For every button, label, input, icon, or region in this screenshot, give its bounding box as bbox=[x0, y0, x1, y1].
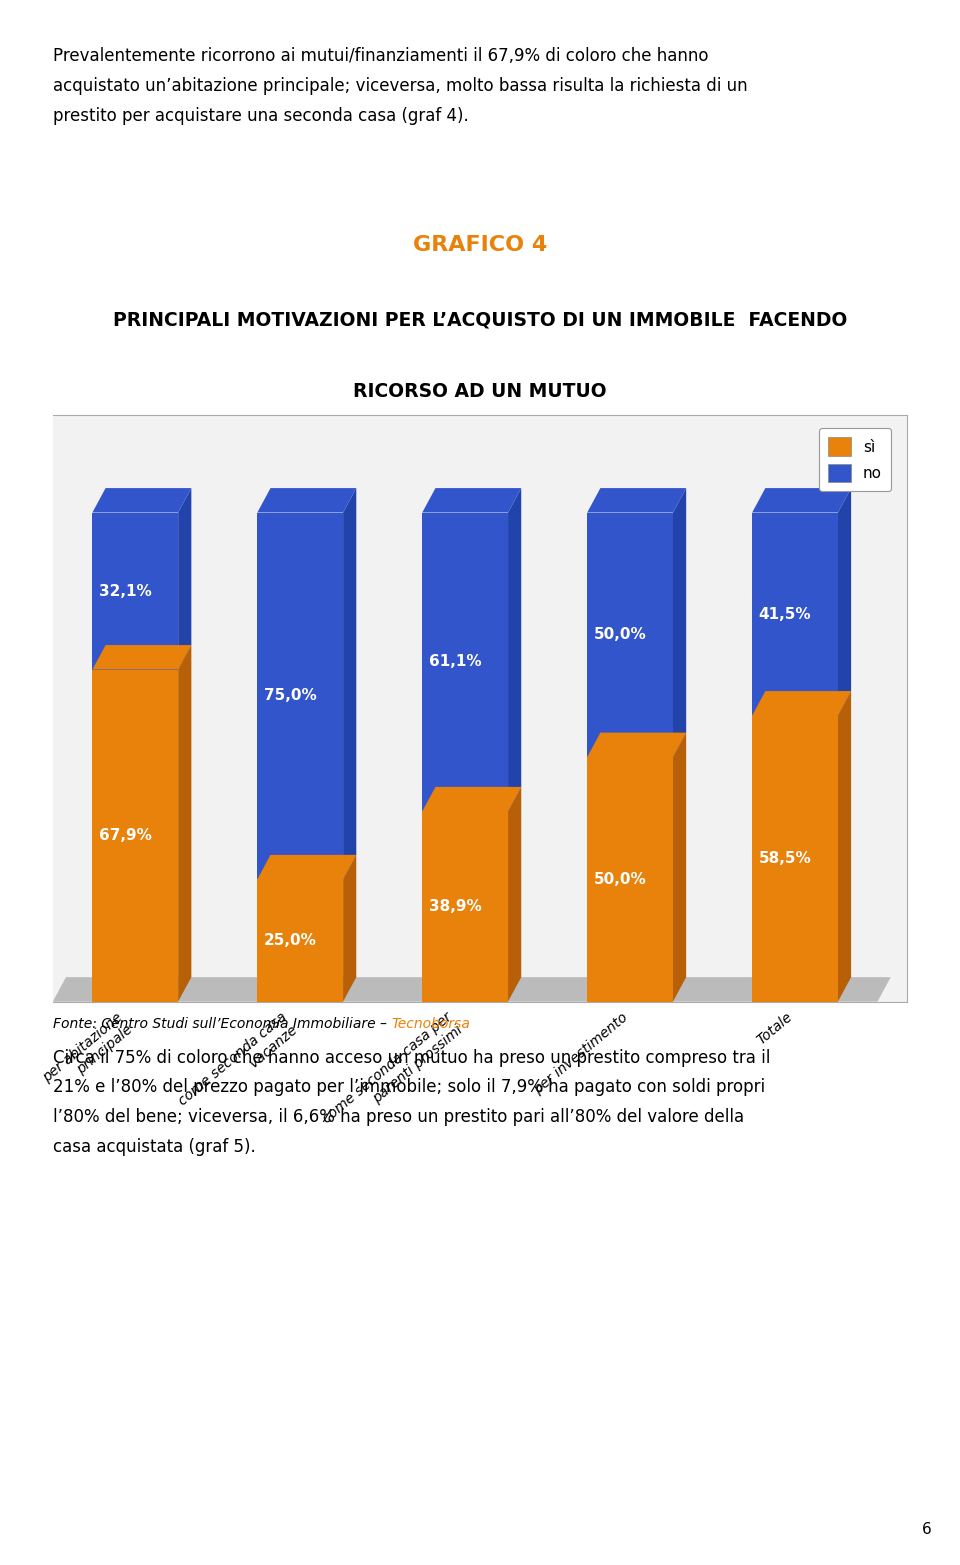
Polygon shape bbox=[422, 787, 521, 811]
Polygon shape bbox=[508, 488, 521, 811]
Polygon shape bbox=[53, 977, 891, 1002]
Text: Circa il 75% di coloro che hanno acceso un mutuo ha preso un prestito compreso t: Circa il 75% di coloro che hanno acceso … bbox=[53, 1049, 770, 1157]
Text: Tecnoborsa: Tecnoborsa bbox=[391, 1017, 470, 1031]
Polygon shape bbox=[179, 488, 191, 670]
Text: 50,0%: 50,0% bbox=[594, 872, 647, 887]
Bar bbox=[92, 670, 179, 1002]
Text: 6: 6 bbox=[922, 1523, 931, 1537]
Text: 38,9%: 38,9% bbox=[429, 898, 482, 914]
Bar bbox=[422, 811, 508, 1002]
Legend: sì, no: sì, no bbox=[819, 429, 891, 491]
Polygon shape bbox=[588, 488, 686, 512]
Polygon shape bbox=[673, 488, 686, 757]
Polygon shape bbox=[838, 488, 852, 715]
Bar bbox=[752, 715, 838, 1002]
Text: PRINCIPALI MOTIVAZIONI PER L’ACQUISTO DI UN IMMOBILE  FACENDO: PRINCIPALI MOTIVAZIONI PER L’ACQUISTO DI… bbox=[113, 310, 847, 329]
Polygon shape bbox=[673, 732, 686, 1002]
Polygon shape bbox=[343, 488, 356, 880]
Text: 58,5%: 58,5% bbox=[758, 851, 811, 865]
Text: RICORSO AD UN MUTUO: RICORSO AD UN MUTUO bbox=[353, 382, 607, 401]
Polygon shape bbox=[752, 692, 852, 715]
Bar bbox=[257, 512, 343, 880]
Text: Prevalentemente ricorrono ai mutui/finanziamenti il 67,9% di coloro che hanno
ac: Prevalentemente ricorrono ai mutui/finan… bbox=[53, 47, 748, 125]
Text: 75,0%: 75,0% bbox=[264, 689, 317, 703]
Bar bbox=[588, 757, 673, 1002]
Text: 50,0%: 50,0% bbox=[594, 628, 647, 642]
Bar bbox=[752, 512, 838, 715]
Bar bbox=[588, 512, 673, 757]
Polygon shape bbox=[92, 645, 191, 670]
Polygon shape bbox=[588, 732, 686, 757]
Polygon shape bbox=[257, 488, 356, 512]
Text: 32,1%: 32,1% bbox=[99, 584, 152, 598]
Polygon shape bbox=[508, 787, 521, 1002]
Polygon shape bbox=[179, 645, 191, 1002]
Polygon shape bbox=[92, 488, 191, 512]
Text: 25,0%: 25,0% bbox=[264, 933, 317, 948]
Text: 41,5%: 41,5% bbox=[758, 607, 811, 621]
Polygon shape bbox=[752, 488, 852, 512]
Polygon shape bbox=[838, 692, 852, 1002]
Text: 67,9%: 67,9% bbox=[99, 828, 152, 844]
Bar bbox=[257, 880, 343, 1002]
Polygon shape bbox=[257, 854, 356, 880]
Text: Fonte: Centro Studi sull’Economia Immobiliare –: Fonte: Centro Studi sull’Economia Immobi… bbox=[53, 1017, 391, 1031]
Text: GRAFICO 4: GRAFICO 4 bbox=[413, 235, 547, 255]
Polygon shape bbox=[422, 488, 521, 512]
Text: 61,1%: 61,1% bbox=[429, 654, 482, 670]
Bar bbox=[92, 512, 179, 670]
Polygon shape bbox=[343, 854, 356, 1002]
Bar bbox=[422, 512, 508, 811]
